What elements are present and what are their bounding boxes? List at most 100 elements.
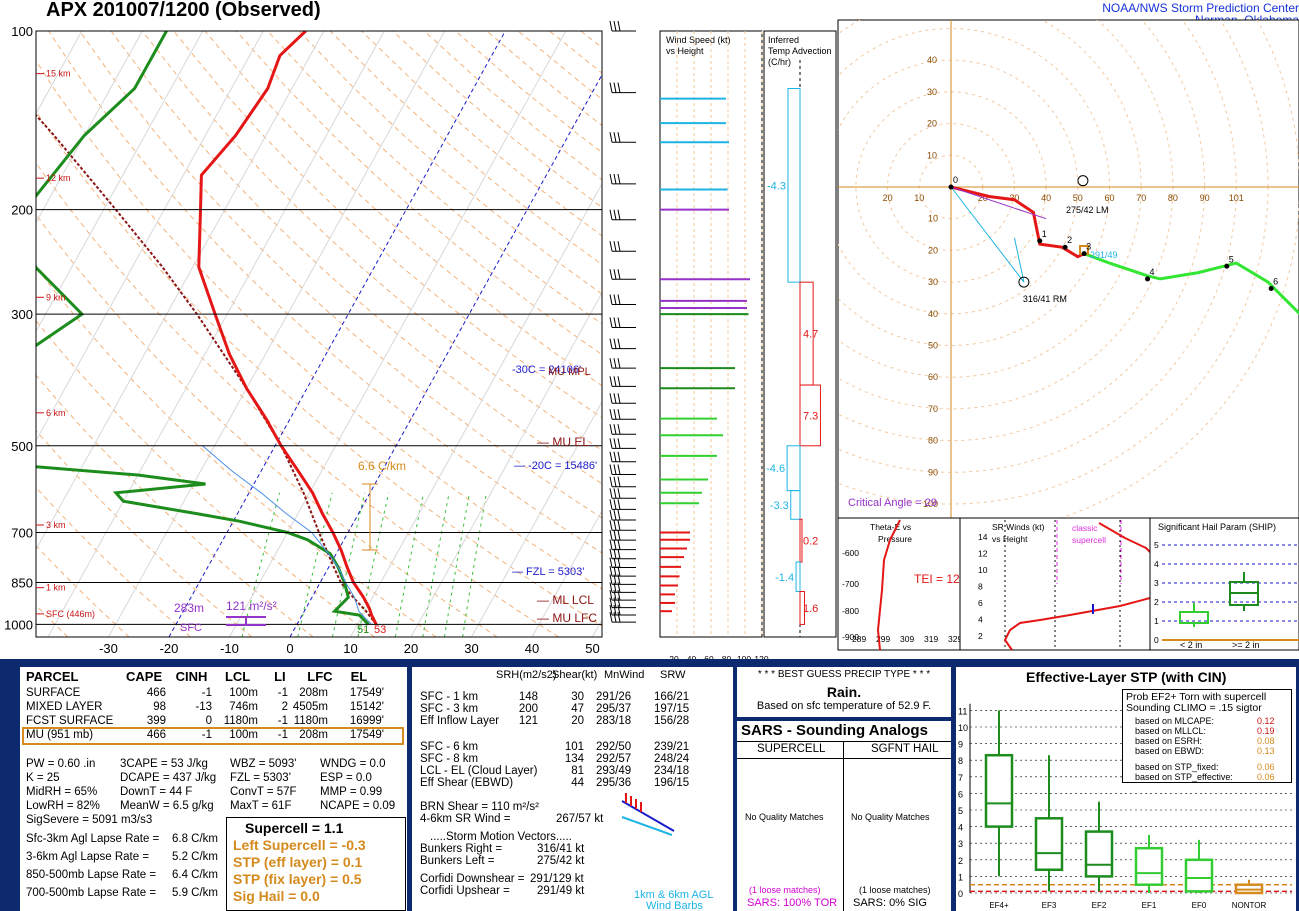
barb-flag [609, 438, 613, 449]
dry-adiabat [298, 31, 602, 295]
barb-flag [609, 476, 613, 487]
stp-iqr [984, 753, 1014, 828]
prob-row: 0.12 [1257, 716, 1275, 726]
kin-col-header: SRW [660, 669, 686, 681]
kin-cell: 239/21 [654, 741, 690, 753]
temp-tick-label: -20 [160, 641, 179, 656]
barb-flag [617, 548, 621, 559]
theta-e-xtick: 319 [924, 634, 938, 644]
sars-hail-header: SGFNT HAIL [871, 743, 939, 755]
advection-title-3: (C/hr) [768, 57, 791, 67]
prob-row: 0.06 [1257, 772, 1275, 782]
barb-1km [621, 816, 673, 836]
kin-extra: 291/49 kt [537, 885, 585, 897]
composite-index: Supercell = 1.1 [245, 820, 344, 836]
ship-ytick: 1 [1154, 616, 1159, 626]
wind-barb [609, 476, 636, 488]
ship-ytick: 0 [1154, 635, 1159, 645]
prob-row: 0.08 [1257, 736, 1275, 746]
wind-barb [609, 509, 636, 521]
isotherm [36, 31, 264, 442]
barb-flag [613, 539, 617, 550]
stp-category: EF2 [1092, 901, 1107, 910]
precip-type: Rain. [826, 684, 862, 700]
wind-barb [609, 539, 636, 551]
wind-barb [609, 464, 636, 476]
advection-title-2: Temp Advection [768, 46, 832, 56]
theta-e-ytick: -800 [842, 606, 859, 616]
isotherm [350, 182, 602, 637]
mu-el-label: — MU EL [537, 435, 589, 449]
kin-cell: 148 [518, 691, 538, 703]
wind-barb [609, 409, 636, 420]
kin-cell: 248/24 [654, 753, 690, 765]
kin-extra: Bunkers Left = [420, 855, 495, 867]
index-value: ConvT = 57F [230, 786, 297, 798]
temp-tick-label: 30 [464, 641, 478, 656]
parcel-panel: PARCEL CAPE CINH LCL LI LFC EL SURFACE 466 -1 100… [20, 667, 407, 911]
isotherm [471, 400, 602, 637]
theta-e-xtick: 289 [852, 634, 866, 644]
prob-row: 0.13 [1257, 746, 1275, 756]
kin-cell: 196/15 [654, 777, 690, 789]
stp-iqr [1184, 858, 1214, 893]
kin-cell: SFC - 8 km [420, 753, 479, 765]
kin-cell: LCL - EL (Cloud Layer) [420, 765, 538, 777]
mixing-ratio-line [422, 492, 450, 637]
ship-frame [1149, 517, 1299, 651]
dry-adiabat [36, 59, 602, 590]
hodo-xtick: 20 [883, 193, 893, 203]
stp-ytick: 8 [958, 756, 963, 766]
isotherm [36, 31, 325, 551]
index-value: NCAPE = 0.09 [320, 800, 396, 812]
stp-category: EF0 [1192, 901, 1207, 910]
parcel-cell: -1 [277, 687, 288, 699]
srh-value-label: 121 m²/s² [226, 599, 277, 613]
advection-label: 0.2 [803, 536, 818, 548]
hodo-ytick: 30 [927, 87, 937, 97]
kin-cell: 295/37 [596, 703, 632, 715]
parcel-cell: -1 [201, 729, 212, 741]
ship-ytick: 5 [1154, 540, 1159, 550]
pressure-label-200: 200 [11, 203, 33, 218]
stp-box [1034, 755, 1064, 892]
prob-line2: Sounding CLIMO = .15 sigtor [1126, 702, 1262, 714]
theta-e-xtick: 309 [900, 634, 914, 644]
wind-speed-title-2: vs Height [666, 46, 704, 56]
index-value: FZL = 5303' [230, 772, 291, 784]
barb-flag [609, 451, 613, 462]
hodo-xtick: 90 [1200, 193, 1210, 203]
advection-bar [799, 518, 803, 563]
hodo-ytick: 20 [927, 119, 937, 129]
barb-flag [617, 611, 621, 623]
barb-flag [617, 530, 621, 541]
lapse-rate-value: 6.8 C/km [172, 833, 219, 845]
barb-flag [609, 409, 613, 420]
temp-tick-label: -30 [99, 641, 118, 656]
kin-cell: SFC - 6 km [420, 741, 479, 753]
barb-flag [609, 574, 613, 585]
wind-barb [609, 520, 636, 531]
sr-winds-ytick: 6 [978, 598, 983, 608]
dry-adiabat [36, 161, 559, 637]
barb-flag [617, 451, 621, 462]
stp-ytick: 1 [958, 872, 963, 882]
barb-flag [617, 376, 621, 387]
wind-barb [609, 173, 636, 185]
wind-barb [609, 424, 636, 435]
org-line1: NOAA/NWS Storm Prediction Center [1102, 1, 1299, 15]
hodo-xtick: 50 [1073, 193, 1083, 203]
kin-cell: 295/36 [596, 777, 632, 789]
stp-ytick: 2 [958, 856, 963, 866]
barb-flag [617, 476, 621, 487]
sr-winds-ytick: 12 [978, 549, 988, 559]
stp-ytick: 5 [958, 806, 963, 816]
lapse-rate-value: 850-500mb Lapse Rate = [26, 869, 157, 881]
mixing-ratio-line [444, 492, 470, 637]
sars-supercell-nomatch: No Quality Matches [745, 812, 824, 822]
hodo-point [1145, 276, 1151, 282]
barb-flag [609, 499, 613, 510]
stp-category: EF1 [1142, 901, 1157, 910]
prob-row: based on EBWD: [1135, 746, 1205, 756]
parcel-cell: 15142' [349, 701, 384, 713]
